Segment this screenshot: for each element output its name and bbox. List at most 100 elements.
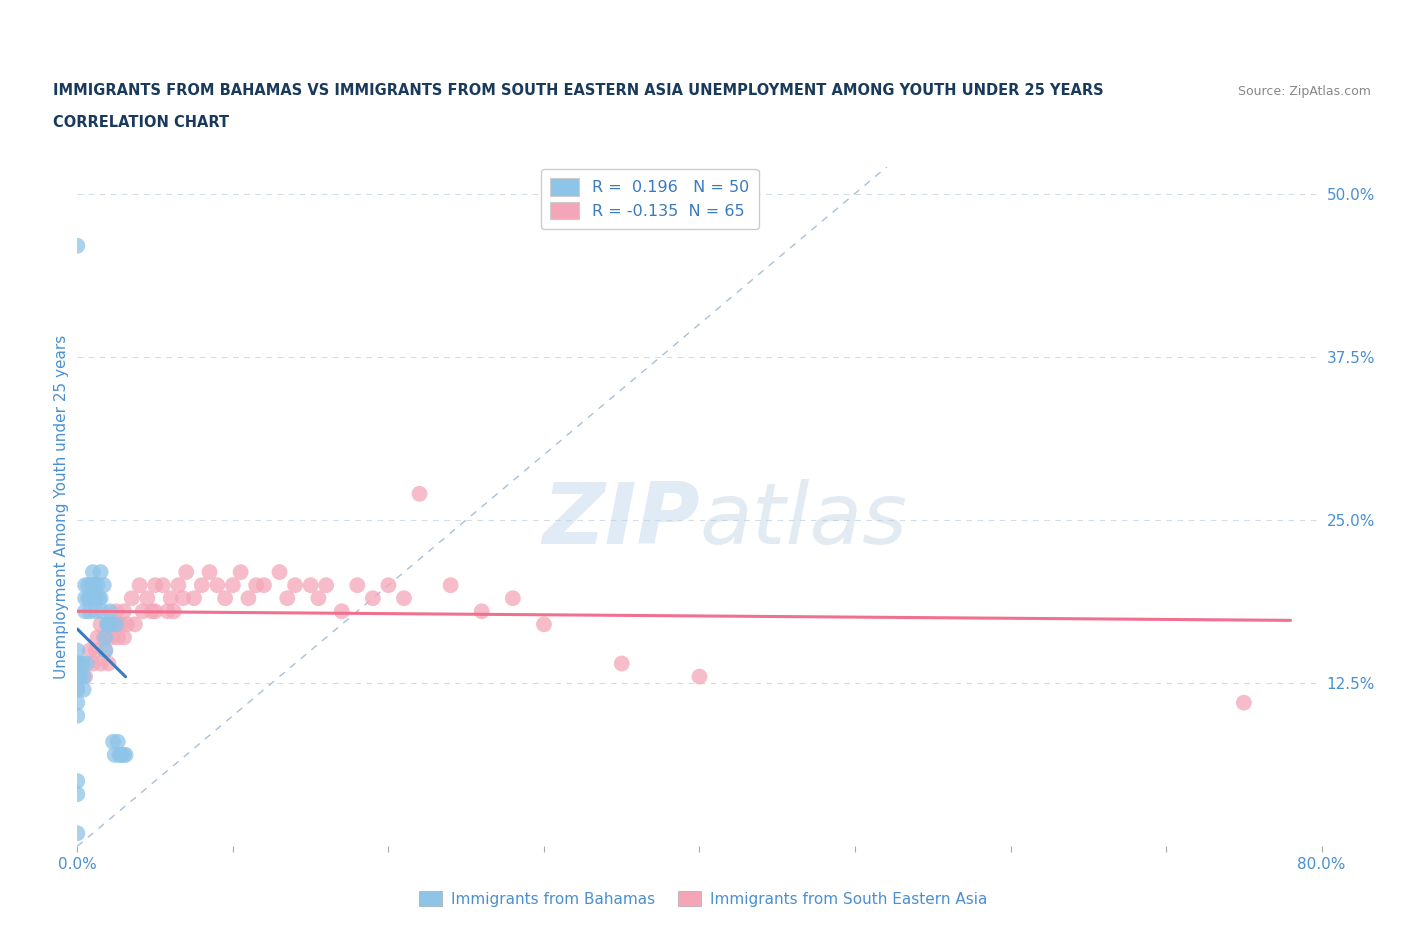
Point xyxy=(97,656,120,671)
Point xyxy=(110,617,132,631)
Point xyxy=(82,578,104,592)
Legend: R =  0.196   N = 50, R = -0.135  N = 65: R = 0.196 N = 50, R = -0.135 N = 65 xyxy=(541,168,759,229)
Point xyxy=(104,617,127,631)
Point xyxy=(66,787,89,802)
Point xyxy=(86,630,108,644)
Point xyxy=(66,670,89,684)
Point xyxy=(112,630,135,644)
Point xyxy=(79,591,101,605)
Point xyxy=(66,826,89,841)
Point xyxy=(84,591,107,605)
Point xyxy=(167,578,190,592)
Point xyxy=(136,591,159,605)
Point xyxy=(72,670,94,684)
Point xyxy=(90,591,112,605)
Point xyxy=(112,748,135,763)
Point xyxy=(94,630,117,644)
Point xyxy=(75,578,97,592)
Text: atlas: atlas xyxy=(700,479,907,562)
Point xyxy=(75,591,97,605)
Point xyxy=(276,591,298,605)
Point xyxy=(172,591,194,605)
Point xyxy=(66,643,89,658)
Point xyxy=(80,578,103,592)
Point xyxy=(98,604,121,618)
Point xyxy=(141,604,163,618)
Point xyxy=(70,656,93,671)
Point xyxy=(392,591,415,605)
Point xyxy=(100,630,122,644)
Point xyxy=(143,604,166,618)
Point xyxy=(128,578,150,592)
Point xyxy=(183,591,205,605)
Point xyxy=(112,604,135,618)
Point xyxy=(66,683,89,698)
Point xyxy=(124,617,146,631)
Point xyxy=(533,617,555,631)
Point xyxy=(66,774,89,789)
Point xyxy=(94,643,117,658)
Point xyxy=(107,735,129,750)
Point xyxy=(91,604,114,618)
Point xyxy=(408,486,430,501)
Point xyxy=(502,591,524,605)
Point xyxy=(66,683,89,698)
Point xyxy=(238,591,260,605)
Point xyxy=(76,656,98,671)
Text: Source: ZipAtlas.com: Source: ZipAtlas.com xyxy=(1237,85,1371,98)
Point xyxy=(97,617,120,631)
Point xyxy=(79,604,101,618)
Point xyxy=(77,578,100,592)
Text: ZIP: ZIP xyxy=(541,479,700,562)
Point xyxy=(86,578,108,592)
Point xyxy=(96,617,118,631)
Legend: Immigrants from Bahamas, Immigrants from South Eastern Asia: Immigrants from Bahamas, Immigrants from… xyxy=(412,884,994,912)
Point xyxy=(83,578,105,592)
Point xyxy=(253,578,276,592)
Point xyxy=(377,578,399,592)
Point xyxy=(79,643,101,658)
Point xyxy=(82,656,104,671)
Point xyxy=(66,656,89,671)
Point xyxy=(284,578,307,592)
Point xyxy=(93,578,115,592)
Point xyxy=(66,656,89,671)
Text: IMMIGRANTS FROM BAHAMAS VS IMMIGRANTS FROM SOUTH EASTERN ASIA UNEMPLOYMENT AMONG: IMMIGRANTS FROM BAHAMAS VS IMMIGRANTS FR… xyxy=(53,83,1104,98)
Point xyxy=(245,578,267,592)
Point xyxy=(114,748,136,763)
Point xyxy=(269,565,291,579)
Point xyxy=(105,617,128,631)
Point xyxy=(90,656,112,671)
Point xyxy=(315,578,337,592)
Point xyxy=(69,670,91,684)
Point xyxy=(346,578,368,592)
Point xyxy=(174,565,197,579)
Point xyxy=(97,617,120,631)
Point xyxy=(90,617,112,631)
Point xyxy=(131,604,153,618)
Point xyxy=(152,578,174,592)
Point xyxy=(104,748,127,763)
Point xyxy=(69,656,91,671)
Point xyxy=(77,591,100,605)
Point xyxy=(110,748,132,763)
Point xyxy=(108,748,131,763)
Point xyxy=(105,604,128,618)
Point xyxy=(87,591,110,605)
Point xyxy=(93,630,115,644)
Point xyxy=(156,604,179,618)
Point xyxy=(143,578,166,592)
Point xyxy=(66,696,89,711)
Point xyxy=(689,670,711,684)
Point xyxy=(471,604,494,618)
Point xyxy=(207,578,229,592)
Point xyxy=(90,565,112,579)
Point xyxy=(75,604,97,618)
Text: CORRELATION CHART: CORRELATION CHART xyxy=(53,115,229,130)
Point xyxy=(163,604,186,618)
Point xyxy=(66,709,89,724)
Point xyxy=(121,591,143,605)
Point xyxy=(214,591,236,605)
Y-axis label: Unemployment Among Youth under 25 years: Unemployment Among Youth under 25 years xyxy=(53,335,69,679)
Point xyxy=(222,578,245,592)
